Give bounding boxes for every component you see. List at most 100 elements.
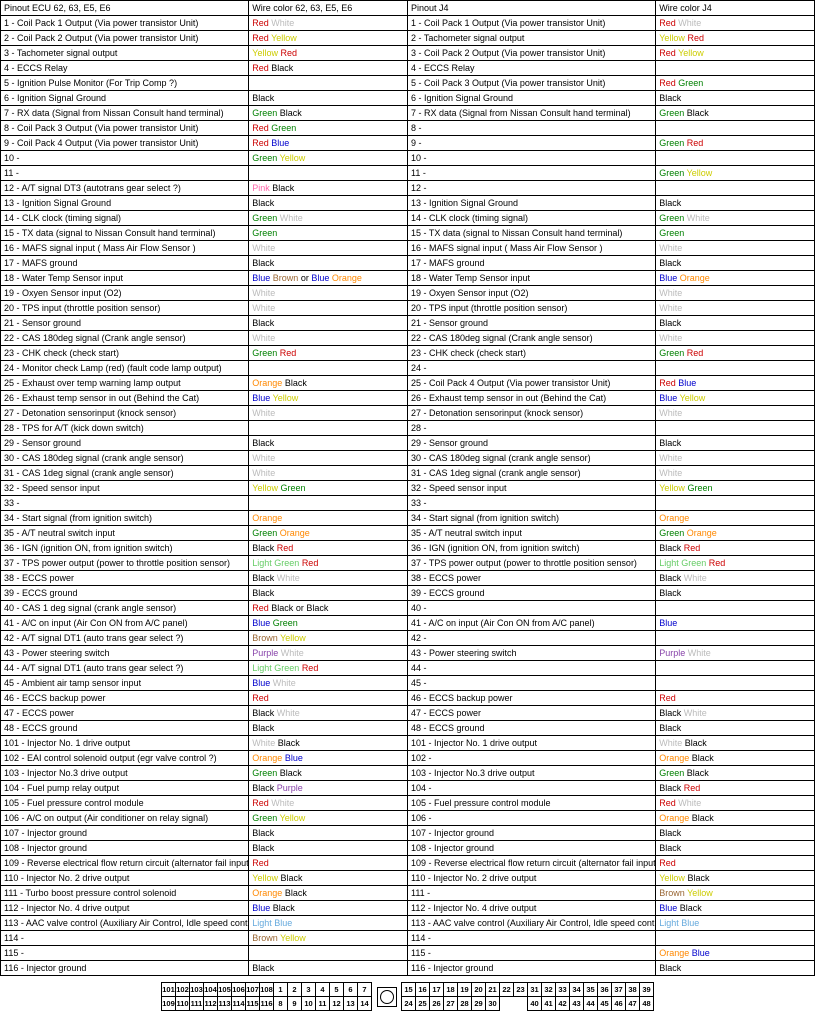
wirecolor-a: Orange <box>249 511 408 526</box>
wirecolor-b: White <box>656 331 815 346</box>
pinout-a: 35 - A/T neutral switch input <box>1 526 249 541</box>
column-header: Wire color 62, 63, E5, E6 <box>249 1 408 16</box>
connector-pin: 104 <box>204 983 218 997</box>
pinout-a: 34 - Start signal (from ignition switch) <box>1 511 249 526</box>
connector-pin: 112 <box>204 997 218 1011</box>
table-row: 7 - RX data (Signal from Nissan Consult … <box>1 106 815 121</box>
pinout-b: 5 - Coil Pack 3 Output (Via power transi… <box>407 76 655 91</box>
pinout-a: 116 - Injector ground <box>1 961 249 976</box>
wirecolor-b: Black <box>656 586 815 601</box>
wirecolor-b: Black <box>656 961 815 976</box>
pinout-a: 39 - ECCS ground <box>1 586 249 601</box>
wirecolor-a: Orange Blue <box>249 751 408 766</box>
connector-pin: 116 <box>260 997 274 1011</box>
wirecolor-b: White <box>656 241 815 256</box>
table-row: 101 - Injector No. 1 drive outputWhite B… <box>1 736 815 751</box>
wirecolor-b: Red Yellow <box>656 46 815 61</box>
pinout-a: 47 - ECCS power <box>1 706 249 721</box>
connector-pin: 32 <box>542 983 556 997</box>
wirecolor-a: Red Black <box>249 61 408 76</box>
wirecolor-a: Green <box>249 226 408 241</box>
pinout-b: 35 - A/T neutral switch input <box>407 526 655 541</box>
pinout-a: 7 - RX data (Signal from Nissan Consult … <box>1 106 249 121</box>
table-row: 104 - Fuel pump relay outputBlack Purple… <box>1 781 815 796</box>
connector-pin: 28 <box>458 997 472 1011</box>
wirecolor-a: Red White <box>249 16 408 31</box>
connector-pin: 113 <box>218 997 232 1011</box>
table-row: 106 - A/C on output (Air conditioner on … <box>1 811 815 826</box>
connector-pin: 15 <box>402 983 416 997</box>
wirecolor-b: Red White <box>656 16 815 31</box>
pinout-b: 36 - IGN (ignition ON, from ignition swi… <box>407 541 655 556</box>
connector-pin: 115 <box>246 997 260 1011</box>
pinout-b: 23 - CHK check (check start) <box>407 346 655 361</box>
pinout-b: 1 - Coil Pack 1 Output (Via power transi… <box>407 16 655 31</box>
table-row: 31 - CAS 1deg signal (crank angle sensor… <box>1 466 815 481</box>
pinout-b: 43 - Power steering switch <box>407 646 655 661</box>
connector-pin: 37 <box>612 983 626 997</box>
connector-pin: 18 <box>444 983 458 997</box>
wirecolor-b: Orange Black <box>656 811 815 826</box>
pinout-b: 105 - Fuel pressure control module <box>407 796 655 811</box>
wirecolor-a: White <box>249 451 408 466</box>
wirecolor-b: White Black <box>656 736 815 751</box>
wirecolor-a <box>249 421 408 436</box>
wirecolor-b: Green Black <box>656 106 815 121</box>
wirecolor-b: White <box>656 451 815 466</box>
wirecolor-a: Green Yellow <box>249 151 408 166</box>
pinout-a: 110 - Injector No. 2 drive output <box>1 871 249 886</box>
pinout-b: 8 - <box>407 121 655 136</box>
connector-pin: 101 <box>162 983 176 997</box>
wirecolor-a: Black White <box>249 571 408 586</box>
table-row: 10 - Green Yellow10 - <box>1 151 815 166</box>
wirecolor-b: Red Green <box>656 76 815 91</box>
table-row: 6 - Ignition Signal GroundBlack6 - Ignit… <box>1 91 815 106</box>
pinout-a: 113 - AAC valve control (Auxiliary Air C… <box>1 916 249 931</box>
wirecolor-b: Black White <box>656 706 815 721</box>
wirecolor-a: Black <box>249 256 408 271</box>
connector-pin: 106 <box>232 983 246 997</box>
table-row: 111 - Turbo boost pressure control solen… <box>1 886 815 901</box>
table-row: 105 - Fuel pressure control moduleRed Wh… <box>1 796 815 811</box>
wirecolor-a: Red Yellow <box>249 31 408 46</box>
wirecolor-a <box>249 946 408 961</box>
wirecolor-b: Green Yellow <box>656 166 815 181</box>
wirecolor-b: Black <box>656 721 815 736</box>
table-row: 21 - Sensor groundBlack21 - Sensor groun… <box>1 316 815 331</box>
connector-pin: 46 <box>612 997 626 1011</box>
table-row: 2 - Coil Pack 2 Output (Via power transi… <box>1 31 815 46</box>
table-row: 47 - ECCS powerBlack White47 - ECCS powe… <box>1 706 815 721</box>
pinout-a: 37 - TPS power output (power to throttle… <box>1 556 249 571</box>
wirecolor-a: Black Purple <box>249 781 408 796</box>
wirecolor-a: Green Red <box>249 346 408 361</box>
connector-pin: 109 <box>162 997 176 1011</box>
wirecolor-a: Light Green Red <box>249 556 408 571</box>
connector-pin: 19 <box>458 983 472 997</box>
pinout-a: 41 - A/C on input (Air Con ON from A/C p… <box>1 616 249 631</box>
wirecolor-a: White <box>249 406 408 421</box>
pinout-a: 112 - Injector No. 4 drive output <box>1 901 249 916</box>
wirecolor-b <box>656 631 815 646</box>
wirecolor-b: Black Red <box>656 541 815 556</box>
pinout-a: 9 - Coil Pack 4 Output (Via power transi… <box>1 136 249 151</box>
wirecolor-b <box>656 181 815 196</box>
pinout-a: 40 - CAS 1 deg signal (crank angle senso… <box>1 601 249 616</box>
wirecolor-b: White <box>656 466 815 481</box>
pinout-b: 21 - Sensor ground <box>407 316 655 331</box>
wirecolor-a: Red Green <box>249 121 408 136</box>
pinout-b: 101 - Injector No. 1 drive output <box>407 736 655 751</box>
wirecolor-a: Blue Brown or Blue Orange <box>249 271 408 286</box>
wirecolor-a: Light Green Red <box>249 661 408 676</box>
pinout-a: 25 - Exhaust over temp warning lamp outp… <box>1 376 249 391</box>
wirecolor-a: Green Yellow <box>249 811 408 826</box>
pinout-a: 105 - Fuel pressure control module <box>1 796 249 811</box>
pinout-b: 13 - Ignition Signal Ground <box>407 196 655 211</box>
table-row: 108 - Injector groundBlack108 - Injector… <box>1 841 815 856</box>
table-row: 37 - TPS power output (power to throttle… <box>1 556 815 571</box>
pinout-b: 14 - CLK clock (timing signal) <box>407 211 655 226</box>
connector-pin: 41 <box>542 997 556 1011</box>
pinout-b: 25 - Coil Pack 4 Output (Via power trans… <box>407 376 655 391</box>
pinout-a: 16 - MAFS signal input ( Mass Air Flow S… <box>1 241 249 256</box>
table-row: 36 - IGN (ignition ON, from ignition swi… <box>1 541 815 556</box>
table-row: 113 - AAC valve control (Auxiliary Air C… <box>1 916 815 931</box>
